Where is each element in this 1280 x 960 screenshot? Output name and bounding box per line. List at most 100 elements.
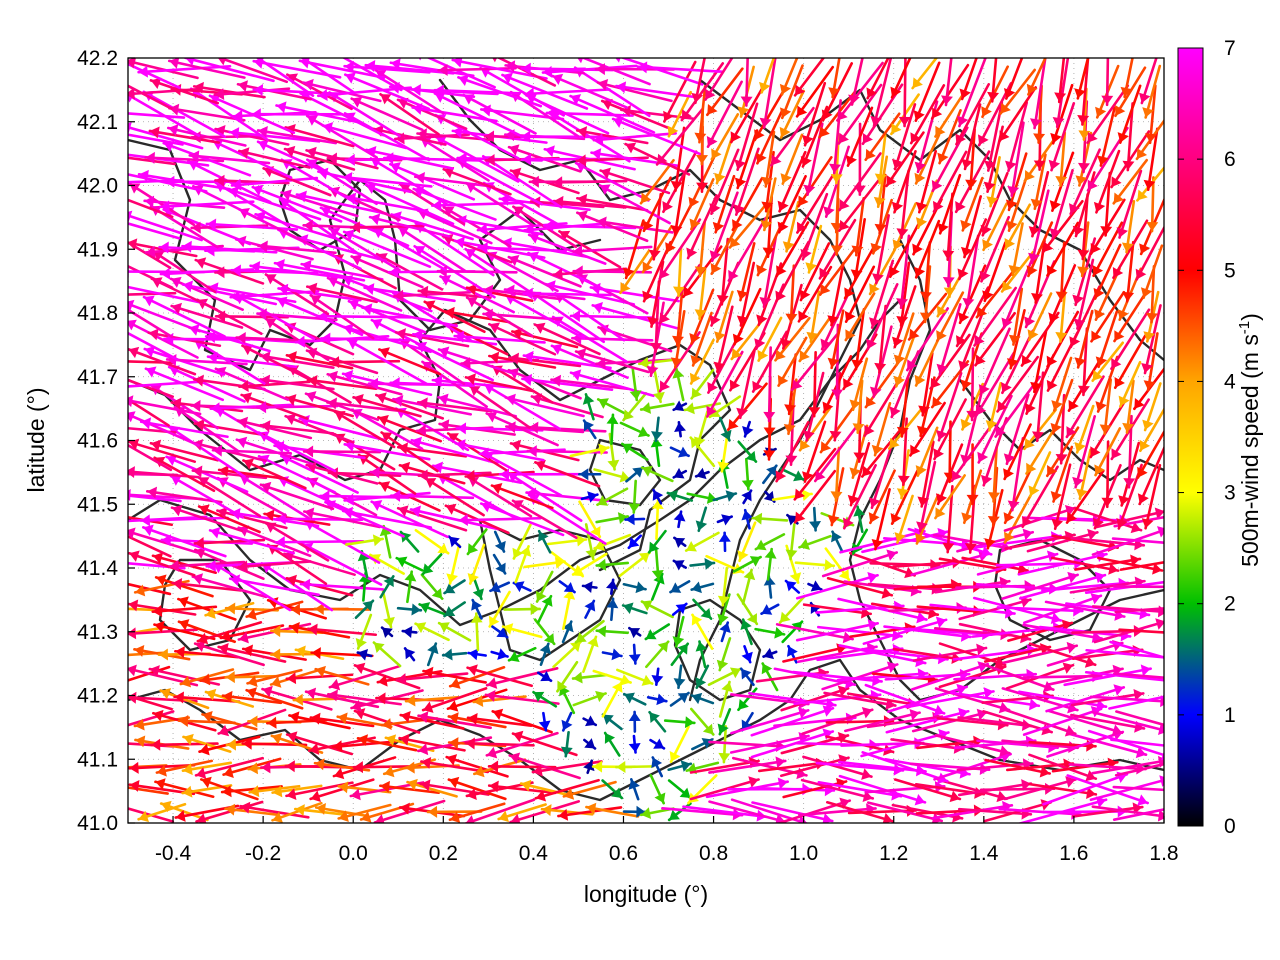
wind-vector bbox=[128, 626, 165, 636]
wind-vector bbox=[353, 662, 421, 690]
wind-vector bbox=[511, 499, 578, 540]
wind-vector bbox=[151, 552, 217, 575]
wind-vector bbox=[1093, 149, 1121, 214]
wind-vector bbox=[159, 688, 210, 710]
wind-vector bbox=[891, 285, 917, 349]
wind-vector bbox=[1110, 130, 1151, 189]
wind-vector bbox=[273, 258, 366, 282]
wind-vector bbox=[395, 556, 424, 572]
wind-vector bbox=[471, 598, 483, 620]
wind-vector bbox=[601, 713, 623, 731]
y-axis-title: latitude (°) bbox=[23, 387, 49, 492]
wind-vector bbox=[519, 130, 615, 143]
wind-vector bbox=[305, 114, 378, 159]
wind-vector bbox=[981, 65, 1009, 119]
wind-vector bbox=[595, 216, 674, 234]
wind-vector bbox=[581, 581, 598, 593]
wind-vector bbox=[734, 102, 759, 172]
wind-vector bbox=[128, 299, 201, 333]
wind-vector bbox=[522, 350, 612, 370]
wind-vector bbox=[1028, 753, 1098, 782]
x-tick-label: -0.4 bbox=[155, 842, 192, 865]
wind-vector bbox=[285, 574, 354, 597]
wind-vector bbox=[966, 443, 979, 506]
wind-vector bbox=[713, 305, 734, 374]
wind-vector bbox=[950, 691, 1041, 711]
wind-vector bbox=[286, 73, 353, 111]
wind-vector bbox=[347, 299, 427, 334]
wind-vector bbox=[1007, 121, 1025, 198]
y-tick-label: 41.7 bbox=[77, 366, 118, 389]
wind-vector bbox=[470, 612, 483, 652]
wind-vector bbox=[1138, 58, 1158, 105]
wind-vector bbox=[1026, 58, 1047, 96]
wind-vector bbox=[421, 360, 488, 408]
wind-vector bbox=[1112, 785, 1164, 792]
wind-vector bbox=[511, 327, 579, 349]
wind-vector bbox=[354, 599, 375, 620]
wind-vector bbox=[777, 150, 807, 213]
wind-vector bbox=[380, 431, 439, 473]
wind-vector bbox=[844, 265, 876, 323]
wind-vector bbox=[624, 513, 646, 526]
wind-vector bbox=[525, 487, 610, 503]
wind-vector bbox=[237, 525, 312, 558]
wind-vector bbox=[1001, 259, 1033, 330]
wind-vector bbox=[571, 245, 653, 257]
wind-vector bbox=[535, 570, 554, 603]
wind-vector bbox=[980, 662, 1055, 693]
wind-vector bbox=[142, 295, 226, 338]
wind-vector bbox=[1077, 193, 1090, 261]
wind-vector bbox=[1055, 290, 1068, 343]
wind-vector bbox=[690, 692, 715, 705]
wind-vector bbox=[807, 580, 823, 592]
wind-vector bbox=[128, 122, 204, 150]
wind-vector bbox=[641, 225, 673, 274]
wind-vector bbox=[561, 711, 573, 732]
wind-vector bbox=[818, 89, 857, 139]
wind-vector bbox=[576, 210, 649, 243]
wind-vector bbox=[368, 213, 451, 238]
wind-vector bbox=[350, 96, 424, 132]
wind-vector bbox=[795, 619, 879, 642]
wind-vector bbox=[293, 804, 345, 816]
wind-vector bbox=[576, 193, 649, 212]
wind-vector bbox=[416, 397, 493, 413]
wind-vector bbox=[705, 777, 789, 799]
x-tick-label: 1.8 bbox=[1149, 842, 1178, 865]
wind-vector bbox=[647, 529, 667, 554]
wind-vector bbox=[1050, 445, 1074, 503]
x-axis-title: longitude (°) bbox=[584, 881, 708, 907]
wind-vector bbox=[191, 465, 268, 480]
wind-vector bbox=[536, 594, 553, 624]
wind-vector bbox=[128, 156, 176, 166]
wind-vector bbox=[488, 322, 557, 356]
wind-vector bbox=[572, 265, 653, 278]
wind-vector bbox=[1065, 469, 1105, 524]
wind-vector bbox=[1137, 445, 1164, 506]
wind-vector bbox=[628, 479, 641, 514]
wind-vector bbox=[128, 807, 175, 823]
wind-vector bbox=[343, 60, 431, 74]
wind-vector bbox=[379, 92, 440, 136]
wind-vector bbox=[220, 785, 283, 798]
wind-vector bbox=[736, 242, 756, 302]
wind-vector bbox=[618, 551, 651, 578]
wind-vector bbox=[642, 176, 672, 233]
wind-vector bbox=[328, 227, 401, 272]
wind-vector bbox=[128, 198, 174, 219]
wind-vector bbox=[733, 147, 760, 216]
wind-vector bbox=[196, 621, 263, 645]
wind-vector bbox=[937, 173, 962, 235]
wind-vector bbox=[508, 352, 582, 368]
wind-vector bbox=[965, 128, 978, 191]
wind-vector bbox=[464, 247, 535, 296]
wind-vector bbox=[1112, 585, 1164, 589]
wind-vector bbox=[448, 665, 506, 689]
wind-vector bbox=[717, 566, 730, 607]
contour-line bbox=[588, 438, 662, 507]
wind-vector bbox=[692, 598, 713, 620]
wind-vector bbox=[818, 247, 856, 296]
wind-vector bbox=[556, 660, 579, 693]
wind-vector bbox=[793, 447, 837, 501]
